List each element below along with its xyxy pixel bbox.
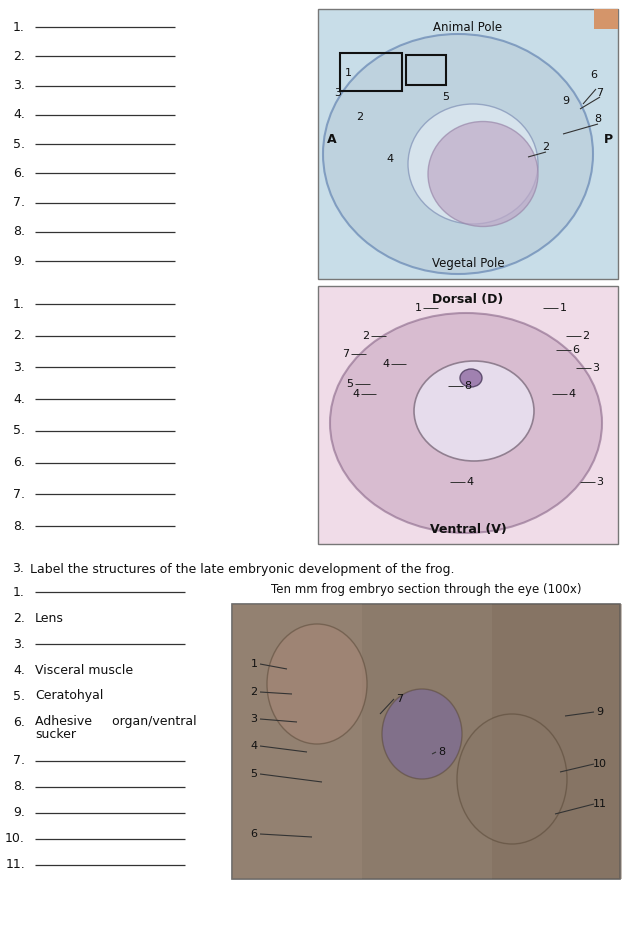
Ellipse shape xyxy=(267,624,367,744)
Text: 9: 9 xyxy=(563,96,570,106)
Bar xyxy=(318,286,618,544)
Text: 6: 6 xyxy=(251,829,258,839)
Text: 2.: 2. xyxy=(13,329,25,342)
Text: 3.: 3. xyxy=(13,79,25,92)
Text: 3: 3 xyxy=(592,363,600,373)
Text: 4.: 4. xyxy=(13,108,25,121)
Text: P: P xyxy=(604,133,612,146)
Text: 5.: 5. xyxy=(13,690,25,703)
Text: 7.: 7. xyxy=(13,755,25,768)
Text: 2: 2 xyxy=(583,331,590,341)
Text: Visceral muscle: Visceral muscle xyxy=(35,664,133,677)
Text: 3: 3 xyxy=(597,477,604,487)
Text: 1.: 1. xyxy=(13,298,25,311)
Text: 8: 8 xyxy=(595,114,602,124)
Text: 6: 6 xyxy=(590,70,597,80)
Ellipse shape xyxy=(460,369,482,387)
Text: 5: 5 xyxy=(442,92,449,102)
Text: Vegetal Pole: Vegetal Pole xyxy=(432,257,504,270)
Text: 1: 1 xyxy=(345,68,352,78)
Text: 2: 2 xyxy=(362,331,370,341)
Text: 1.: 1. xyxy=(13,20,25,33)
Text: 4: 4 xyxy=(386,154,394,164)
Text: 4: 4 xyxy=(251,741,258,751)
Text: 1: 1 xyxy=(251,659,258,669)
Text: 2.: 2. xyxy=(13,612,25,625)
Text: 7.: 7. xyxy=(13,488,25,501)
Text: 4.: 4. xyxy=(13,664,25,677)
Ellipse shape xyxy=(323,34,593,274)
Text: 2: 2 xyxy=(357,112,364,122)
Text: 5: 5 xyxy=(346,379,353,389)
Text: 8: 8 xyxy=(464,381,472,391)
Text: Adhesive     organ/ventral: Adhesive organ/ventral xyxy=(35,716,197,729)
Text: 5: 5 xyxy=(251,769,258,779)
Text: 6.: 6. xyxy=(13,167,25,180)
Text: 2: 2 xyxy=(542,142,549,152)
Text: 8.: 8. xyxy=(13,225,25,238)
Text: Dorsal (D): Dorsal (D) xyxy=(432,293,503,306)
Text: 10.: 10. xyxy=(5,832,25,845)
Text: A: A xyxy=(327,133,337,146)
Text: 2.: 2. xyxy=(13,50,25,63)
Text: 1: 1 xyxy=(559,303,566,313)
Text: 6.: 6. xyxy=(13,716,25,729)
Text: 7: 7 xyxy=(343,349,350,359)
Text: Ceratohyal: Ceratohyal xyxy=(35,690,103,703)
Ellipse shape xyxy=(382,689,462,779)
Text: Ten mm frog embryo section through the eye (100x): Ten mm frog embryo section through the e… xyxy=(271,583,581,596)
Bar xyxy=(232,604,620,879)
Text: 4: 4 xyxy=(352,389,360,399)
Text: 1.: 1. xyxy=(13,586,25,599)
Text: 11.: 11. xyxy=(5,858,25,871)
Ellipse shape xyxy=(330,313,602,533)
Text: 3.: 3. xyxy=(13,361,25,374)
Bar xyxy=(594,9,618,29)
Text: sucker: sucker xyxy=(35,729,76,742)
Text: 7.: 7. xyxy=(13,196,25,209)
Text: 3: 3 xyxy=(335,88,341,98)
Text: 4: 4 xyxy=(466,477,474,487)
Text: 6.: 6. xyxy=(13,456,25,469)
Text: 3.: 3. xyxy=(13,638,25,651)
Text: 8: 8 xyxy=(438,747,445,757)
Text: 6: 6 xyxy=(573,345,580,355)
Bar xyxy=(406,55,446,85)
Bar xyxy=(232,604,362,879)
Text: Animal Pole: Animal Pole xyxy=(433,21,503,34)
Text: Ventral (V): Ventral (V) xyxy=(430,523,507,536)
Text: 8.: 8. xyxy=(13,519,25,532)
Text: 9.: 9. xyxy=(13,806,25,819)
Bar xyxy=(340,53,402,91)
Text: 3: 3 xyxy=(251,714,258,724)
Text: 1: 1 xyxy=(415,303,421,313)
Text: Lens: Lens xyxy=(35,612,64,625)
Bar xyxy=(362,604,492,879)
Text: 4: 4 xyxy=(568,389,576,399)
Ellipse shape xyxy=(414,361,534,461)
Text: 9.: 9. xyxy=(13,255,25,268)
Bar xyxy=(492,604,622,879)
Ellipse shape xyxy=(408,104,538,224)
Text: 8.: 8. xyxy=(13,781,25,794)
Text: 4.: 4. xyxy=(13,393,25,406)
Text: 5.: 5. xyxy=(13,425,25,438)
Text: 3.: 3. xyxy=(12,563,24,576)
Text: 10: 10 xyxy=(593,759,607,769)
Text: 5.: 5. xyxy=(13,137,25,150)
Text: 7: 7 xyxy=(396,694,404,704)
Text: Label the structures of the late embryonic development of the frog.: Label the structures of the late embryon… xyxy=(30,563,454,576)
Text: 4: 4 xyxy=(382,359,389,369)
Text: 2: 2 xyxy=(251,687,258,697)
Ellipse shape xyxy=(428,121,538,226)
Ellipse shape xyxy=(457,714,567,844)
Text: 9: 9 xyxy=(597,707,604,717)
Text: 11: 11 xyxy=(593,799,607,809)
Text: 7: 7 xyxy=(597,88,604,98)
Bar xyxy=(318,9,618,279)
